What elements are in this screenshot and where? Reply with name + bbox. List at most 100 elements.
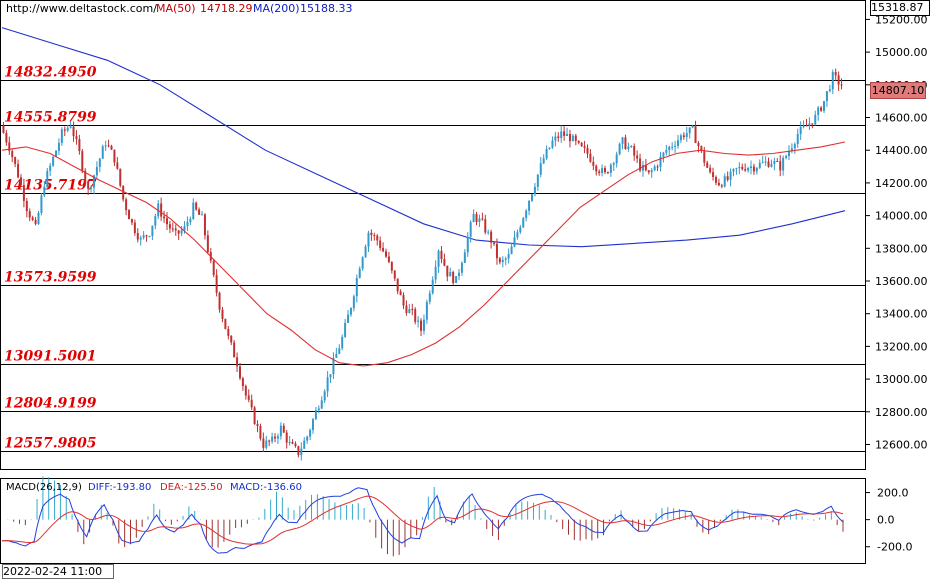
candle-body	[560, 131, 563, 139]
candle-body	[326, 377, 329, 392]
macd-dea-line	[2, 495, 844, 545]
candle-body	[779, 161, 782, 171]
candle-body	[119, 168, 122, 186]
candle-body	[714, 177, 717, 183]
candle-body	[709, 167, 712, 173]
candle-body	[63, 129, 66, 131]
candle-body	[554, 136, 557, 141]
candle-body	[34, 219, 37, 224]
candle-body	[720, 185, 723, 187]
price-tick-label: 14600.00	[875, 112, 928, 125]
candle-body	[98, 158, 101, 167]
candle-body	[805, 125, 808, 127]
candle-body	[545, 148, 548, 159]
candle-body	[163, 216, 166, 219]
candle-body	[799, 126, 802, 135]
candle-body	[583, 146, 586, 148]
candle-body	[323, 391, 326, 401]
price-tick-label: 15200.00	[875, 13, 928, 26]
candle-body	[390, 261, 393, 271]
candle-body	[218, 292, 221, 310]
candle-body	[644, 165, 647, 171]
candle-body	[717, 182, 720, 186]
candle-body	[817, 107, 820, 115]
price-tick-label: 13600.00	[875, 275, 928, 288]
candle-body	[700, 146, 703, 151]
candle-body	[104, 145, 107, 147]
candle-body	[618, 143, 621, 155]
candle-body	[837, 75, 840, 85]
candle-body	[411, 309, 414, 311]
candle-body	[682, 135, 685, 138]
candle-body	[49, 165, 52, 171]
candle-body	[361, 257, 364, 269]
candle-body	[382, 247, 385, 252]
macd-diff-line	[1, 487, 844, 554]
candle-body	[306, 436, 309, 441]
candle-body	[522, 218, 525, 228]
candle-body	[566, 134, 569, 136]
candle-body	[735, 168, 738, 170]
candle-body	[75, 136, 78, 140]
candle-body	[288, 441, 291, 443]
candle-body	[592, 161, 595, 166]
candle-body	[265, 440, 268, 448]
candle-body	[37, 212, 40, 224]
candle-body	[785, 156, 788, 158]
candle-body	[393, 270, 396, 279]
candle-body	[653, 166, 656, 171]
candle-body	[376, 235, 379, 241]
candle-body	[19, 177, 22, 186]
candle-body	[151, 225, 154, 237]
candle-body	[215, 275, 218, 293]
candle-body	[802, 125, 805, 127]
candle-body	[452, 271, 455, 284]
site-url[interactable]: http://www.deltastock.com/	[6, 2, 157, 15]
candle-body	[548, 147, 551, 149]
candle-body	[586, 147, 589, 154]
candle-body	[52, 156, 55, 166]
candle-body	[431, 279, 434, 294]
level-label: 13091.5001	[4, 349, 97, 365]
candle-body	[262, 438, 265, 448]
candle-body	[189, 218, 192, 223]
candle-body	[81, 151, 84, 171]
ma200-label: MA(200)	[253, 2, 300, 15]
candle-body	[355, 277, 358, 297]
level-label: 13573.9599	[4, 270, 97, 286]
candle-body	[790, 148, 793, 151]
candle-body	[148, 236, 151, 238]
candle-body	[507, 254, 510, 259]
candle-body	[320, 400, 323, 409]
price-tick-label: 12600.00	[875, 438, 928, 451]
candle-body	[370, 232, 373, 236]
candle-body	[580, 142, 583, 147]
candle-body	[379, 240, 382, 248]
candle-body	[227, 328, 230, 336]
candle-body	[840, 84, 843, 86]
candle-body	[563, 131, 566, 136]
candle-body	[685, 133, 688, 138]
candle-body	[481, 218, 484, 220]
candle-body	[347, 314, 350, 323]
candle-body	[247, 395, 250, 400]
candle-body	[297, 446, 300, 456]
candle-body	[177, 230, 180, 234]
candle-body	[422, 319, 425, 331]
candle-body	[741, 166, 744, 170]
candle-body	[510, 246, 513, 255]
candle-body	[43, 187, 46, 196]
candle-body	[589, 153, 592, 162]
candle-body	[782, 157, 785, 171]
candle-body	[712, 172, 715, 178]
candle-body	[758, 162, 761, 168]
candle-body	[449, 271, 452, 277]
candle-body	[294, 443, 297, 447]
candle-body	[828, 89, 831, 92]
candle-body	[2, 125, 5, 133]
macd-dea: DEA:-125.50	[160, 482, 223, 493]
candle-body	[738, 166, 741, 169]
candle-body	[764, 161, 767, 163]
candle-body	[116, 162, 119, 169]
